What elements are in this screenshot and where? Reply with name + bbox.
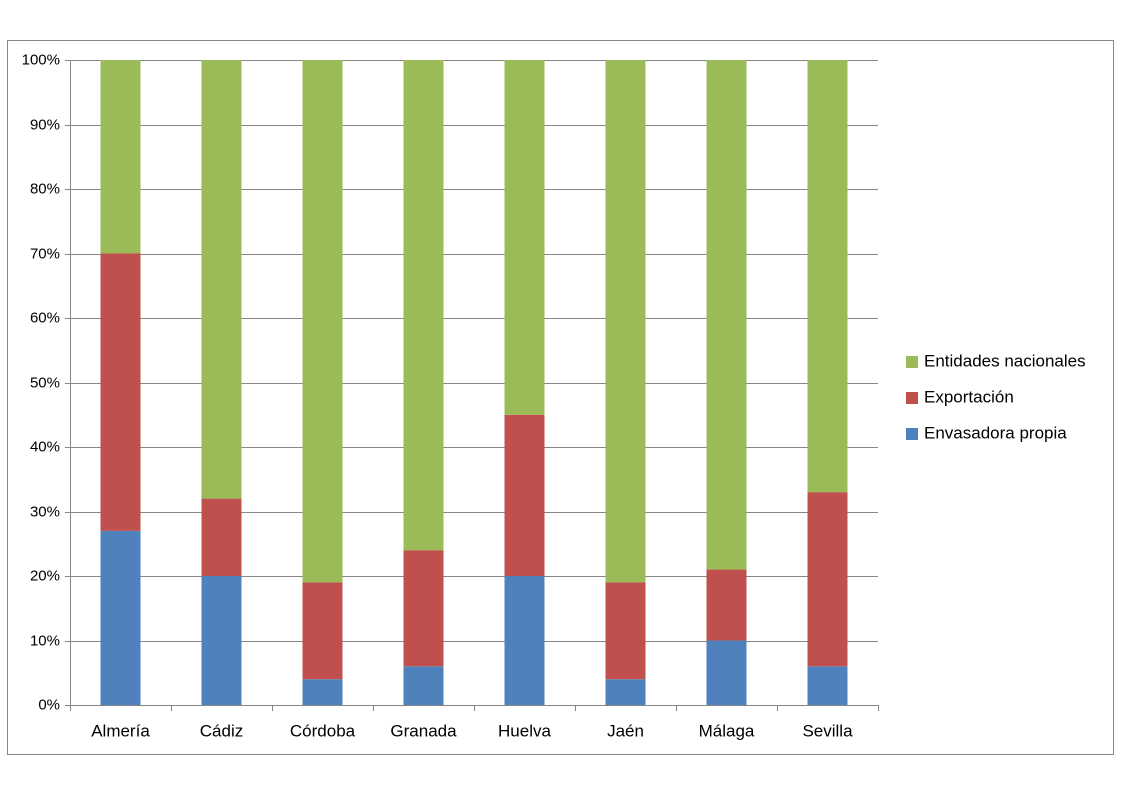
y-tick-label: 60%: [30, 309, 60, 326]
bar-segment: [403, 550, 444, 667]
bar-segment: [807, 492, 848, 667]
bar-segment: [504, 576, 545, 705]
bar-segment: [201, 60, 242, 499]
y-tick-label: 10%: [30, 632, 60, 649]
bar-segment: [706, 640, 747, 705]
y-tick-label: 0%: [38, 696, 60, 713]
y-tick-label: 80%: [30, 180, 60, 197]
bar-segment: [403, 60, 444, 551]
bar-segment: [302, 679, 343, 705]
x-tick-label: Huelva: [498, 721, 551, 740]
bar-segment: [201, 498, 242, 576]
y-tick-label: 50%: [30, 374, 60, 391]
y-tick-label: 20%: [30, 567, 60, 584]
bar-segment: [706, 60, 747, 570]
bar-segment: [605, 582, 646, 680]
legend-swatch: [906, 428, 918, 440]
bar-segment: [807, 60, 848, 493]
bar-segment: [807, 666, 848, 705]
bar-segment: [302, 60, 343, 583]
bar-segment: [100, 530, 141, 705]
bar-segment: [100, 253, 141, 531]
bar-segment: [403, 666, 444, 705]
bar-segment: [605, 679, 646, 705]
legend-label: Envasadora propia: [924, 423, 1067, 442]
y-tick-label: 90%: [30, 116, 60, 133]
x-tick-label: Sevilla: [802, 721, 853, 740]
bar-segment: [100, 60, 141, 254]
x-tick-label: Málaga: [699, 721, 755, 740]
y-tick-label: 70%: [30, 245, 60, 262]
bar-segment: [504, 414, 545, 576]
legend-swatch: [906, 356, 918, 368]
legend-label: Exportación: [924, 387, 1014, 406]
y-tick-label: 30%: [30, 503, 60, 520]
bar-segment: [302, 582, 343, 680]
y-tick-label: 100%: [22, 51, 60, 68]
y-tick-label: 40%: [30, 438, 60, 455]
bar-segment: [706, 569, 747, 641]
x-tick-label: Almería: [91, 721, 150, 740]
bar-segment: [504, 60, 545, 415]
x-tick-label: Granada: [390, 721, 457, 740]
bar-segment: [605, 60, 646, 583]
legend-swatch: [906, 392, 918, 404]
chart-frame: [7, 40, 1114, 755]
bar-segment: [201, 576, 242, 705]
x-tick-label: Cádiz: [200, 721, 243, 740]
x-tick-label: Córdoba: [290, 721, 356, 740]
legend-label: Entidades nacionales: [924, 351, 1086, 370]
x-tick-label: Jaén: [607, 721, 644, 740]
